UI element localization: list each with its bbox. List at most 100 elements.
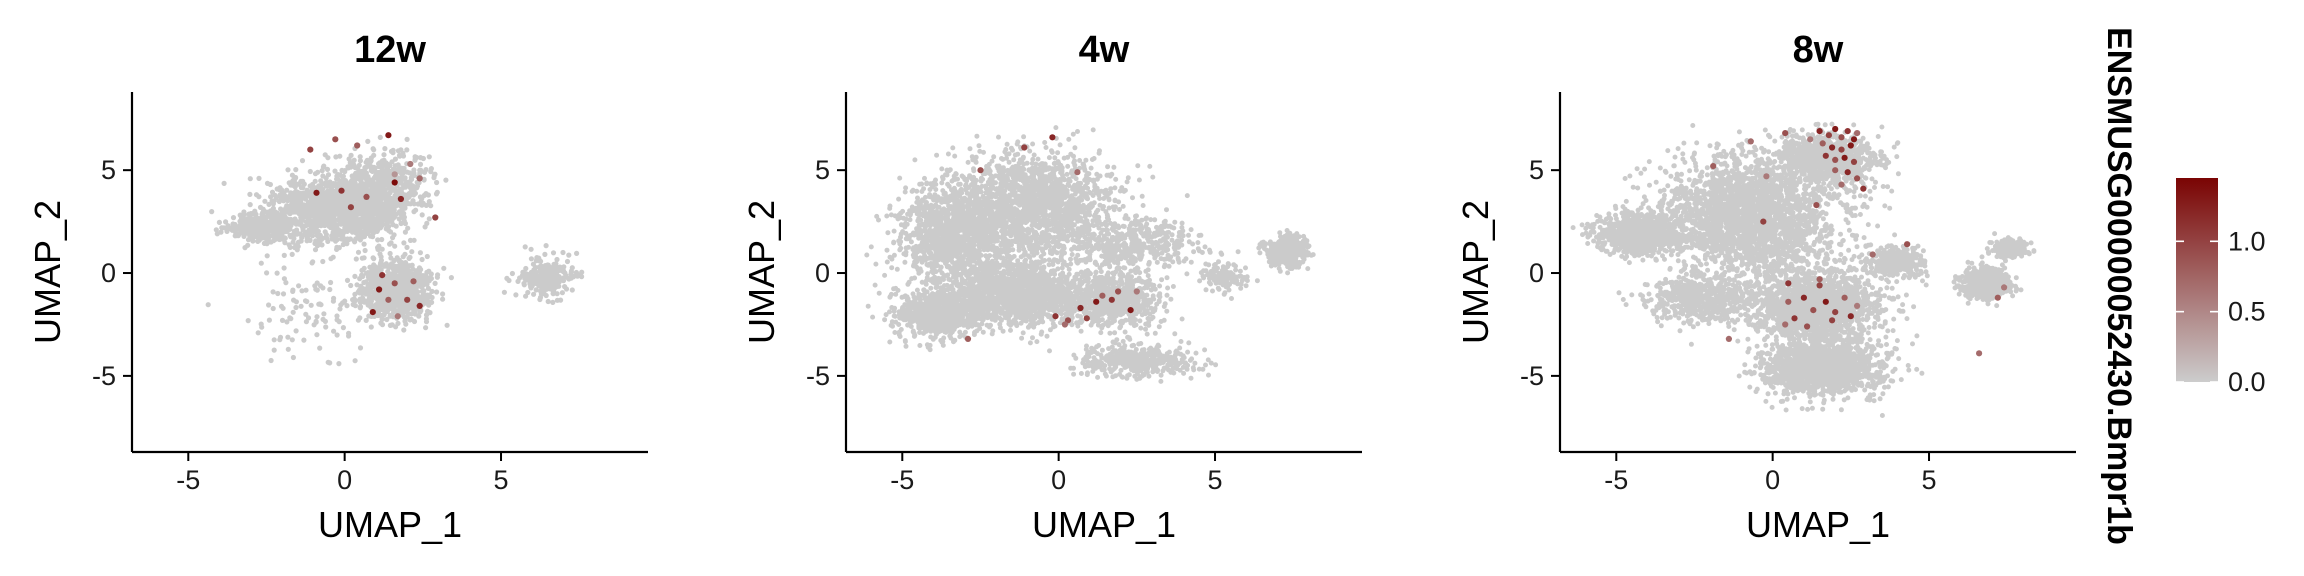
- expressing-cell: [1021, 144, 1028, 151]
- expressing-cell: [369, 309, 376, 316]
- x-tick-label: 0: [1051, 465, 1066, 495]
- expressing-cell: [1115, 288, 1122, 295]
- colorbar: [2176, 178, 2218, 382]
- expressing-cell: [1829, 144, 1836, 151]
- expressing-cell: [1710, 163, 1717, 170]
- y-axis-title: UMAP_2: [1455, 200, 1496, 344]
- expressing-cell: [2001, 284, 2008, 291]
- panel-8w: -5 0 5 -5 0 5 8w UMAP_1 UMAP_2: [1455, 29, 2076, 545]
- panel-12w: -5 0 5 -5 0 5 12w UMAP_1 UMAP_2: [27, 29, 648, 545]
- expressing-cell: [1904, 241, 1911, 248]
- expressing-cell: [1782, 130, 1789, 137]
- expressing-cell: [313, 189, 320, 196]
- x-axis-title: UMAP_1: [1032, 504, 1176, 545]
- expressing-cell: [1854, 175, 1861, 182]
- background-cells: [864, 125, 1316, 384]
- expressing-cell: [1869, 251, 1876, 258]
- x-tick-label: -5: [176, 465, 200, 495]
- colorbar-tick-label: 0.0: [2228, 367, 2266, 397]
- expressing-cell: [1061, 321, 1068, 328]
- background-cells: [1570, 121, 2037, 418]
- expressing-cell: [1825, 132, 1832, 139]
- expressing-cell: [376, 286, 383, 293]
- x-tick-label: 0: [1765, 465, 1780, 495]
- expressing-cell: [379, 272, 386, 279]
- expressing-cell: [1832, 156, 1839, 163]
- colorbar-tick-label: 0.5: [2228, 297, 2266, 327]
- expressing-cell: [1791, 315, 1798, 322]
- legend-title: ENSMUSG00000052430.Bmpr1b: [2100, 27, 2138, 545]
- expressing-cell: [1976, 350, 1983, 357]
- expressing-cell: [1133, 288, 1140, 295]
- expressing-cell: [1077, 304, 1084, 312]
- expressing-cell: [1838, 146, 1845, 153]
- panel-title: 4w: [1079, 29, 1130, 71]
- expressing-cell: [1804, 323, 1811, 330]
- panel-title: 8w: [1793, 29, 1844, 71]
- expressing-cell: [394, 313, 401, 320]
- expressing-cell: [1083, 315, 1090, 322]
- expressing-cells: [1710, 125, 2008, 357]
- expressing-cell: [1819, 140, 1826, 147]
- expressing-cell: [354, 142, 361, 149]
- expressing-cell: [391, 280, 398, 287]
- expression-legend: ENSMUSG00000052430.Bmpr1b 0.0 0.5 1.0: [2100, 27, 2266, 545]
- expressing-cell: [1108, 296, 1115, 303]
- expressing-cell: [1800, 294, 1807, 301]
- expressing-cell: [1747, 138, 1754, 145]
- expressing-cell: [416, 302, 423, 309]
- expressing-cell: [1832, 309, 1839, 316]
- expressing-cell: [1785, 298, 1792, 305]
- expressing-cell: [416, 175, 423, 182]
- expressing-cell: [1785, 280, 1792, 287]
- expressing-cell: [1807, 136, 1814, 143]
- expressing-cell: [1850, 158, 1858, 165]
- expressing-cell: [1816, 276, 1823, 283]
- expressing-cell: [1816, 282, 1823, 289]
- expressing-cell: [1844, 128, 1851, 135]
- panel-4w: -5 0 5 -5 0 5 4w UMAP_1 UMAP_2: [741, 29, 1362, 545]
- expressing-cell: [1832, 125, 1839, 133]
- expressing-cells: [964, 134, 1140, 342]
- expressing-cell: [1850, 136, 1858, 143]
- expressing-cell: [347, 204, 354, 211]
- y-tick-label: 0: [101, 258, 116, 288]
- expressing-cell: [1049, 134, 1056, 141]
- expressing-cell: [1841, 154, 1848, 161]
- expressing-cell: [1763, 173, 1770, 180]
- expressing-cell: [432, 214, 439, 221]
- y-tick-label: 5: [1529, 155, 1544, 185]
- x-tick-label: 0: [337, 465, 352, 495]
- x-tick-label: -5: [1604, 465, 1628, 495]
- y-tick-label: 0: [1529, 258, 1544, 288]
- y-axis-title: UMAP_2: [741, 200, 782, 344]
- expressing-cell: [332, 136, 339, 143]
- expressing-cell: [404, 296, 411, 303]
- expressing-cell: [391, 179, 398, 186]
- expressing-cell: [1813, 202, 1820, 209]
- expressing-cell: [1841, 294, 1848, 301]
- colorbar-tick-label: 1.0: [2228, 226, 2266, 256]
- expressing-cell: [397, 195, 404, 203]
- expressing-cell: [1847, 142, 1854, 149]
- background-cells: [205, 134, 585, 367]
- expressing-cell: [338, 187, 345, 194]
- y-tick-label: -5: [92, 361, 116, 391]
- x-axis-title: UMAP_1: [318, 504, 462, 545]
- expressing-cell: [1760, 218, 1767, 225]
- expressing-cell: [410, 278, 417, 285]
- expressing-cell: [363, 193, 370, 200]
- expressing-cell: [1822, 152, 1829, 159]
- expressing-cell: [1838, 181, 1845, 188]
- x-axis-title: UMAP_1: [1746, 504, 1890, 545]
- expressing-cell: [1099, 292, 1106, 299]
- expressing-cell: [391, 171, 398, 178]
- expressing-cell: [407, 160, 414, 168]
- expressing-cell: [1860, 185, 1867, 192]
- x-tick-label: 5: [494, 465, 509, 495]
- expressing-cell: [1782, 321, 1789, 328]
- expressing-cell: [1847, 313, 1854, 320]
- expressing-cell: [1844, 169, 1851, 176]
- panels: -5 0 5 -5 0 5 12w UMAP_1 UMAP_2 -5 0 5 -5 0 5 4w UMAP_1 U…: [27, 29, 2076, 545]
- expressing-cell: [1127, 307, 1134, 314]
